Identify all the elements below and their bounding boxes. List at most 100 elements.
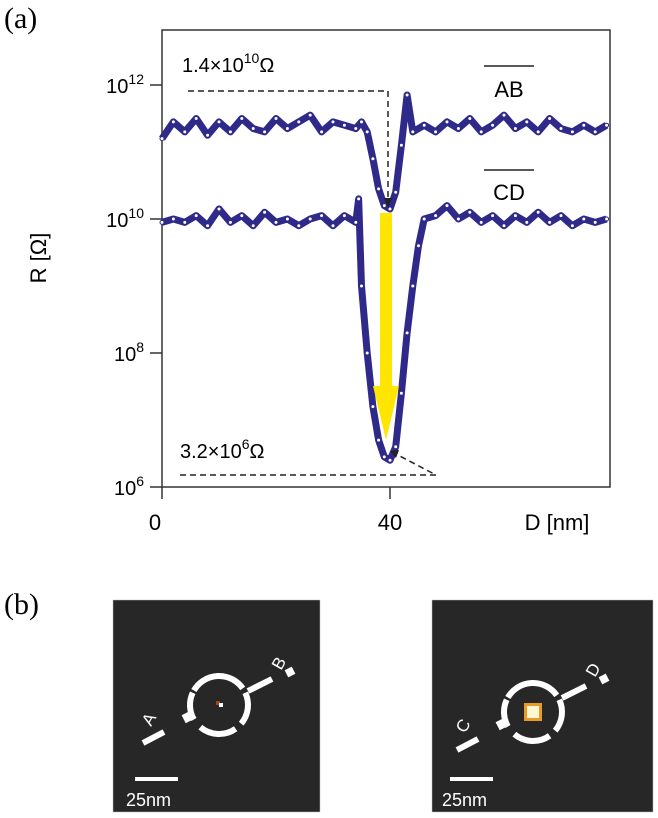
annotation-ab-min: 1.4×1010Ω [182, 50, 274, 77]
data-point [296, 119, 302, 125]
resistance-chart: 1012 1010 108 106 0 40 R [Ω] D [nm] 1.4×1010… [26, 29, 611, 535]
data-point [193, 116, 199, 121]
data-point [356, 196, 362, 202]
data-point [250, 223, 256, 229]
data-point [341, 122, 347, 128]
data-point [330, 119, 336, 125]
data-point [205, 223, 211, 229]
data-point [353, 126, 359, 132]
data-point [467, 116, 473, 121]
electrode-arc [501, 698, 511, 728]
data-point [524, 119, 530, 125]
electrode-bar [246, 676, 274, 694]
data-point [547, 219, 553, 225]
data-point [273, 116, 279, 121]
data-point [381, 203, 387, 209]
data-point [604, 216, 610, 222]
data-point [370, 404, 376, 410]
electrode-arc [187, 691, 197, 721]
data-point [433, 213, 439, 219]
spot [216, 701, 220, 705]
data-point [205, 132, 211, 138]
data-point [404, 330, 410, 336]
data-point [569, 223, 575, 229]
y-tick-label: 106 [114, 473, 144, 500]
data-point [501, 223, 507, 229]
data-point [490, 122, 496, 128]
data-point [467, 209, 473, 215]
plot-frame [161, 29, 611, 488]
data-point [359, 119, 364, 125]
data-point [512, 213, 518, 219]
data-point [535, 129, 541, 135]
electrode-arc [505, 680, 560, 700]
data-point [376, 186, 382, 192]
electrode-arc [552, 698, 565, 733]
x-tick-label: 40 [378, 510, 402, 535]
scale-bar-label: 25nm [442, 790, 487, 810]
data-point [410, 283, 416, 289]
data-point [193, 213, 199, 219]
x-tick-label: 0 [149, 510, 161, 535]
data-point [262, 129, 268, 135]
arrowhead-icon [384, 198, 392, 208]
data-point [364, 129, 370, 135]
x-axis-label: D [nm] [525, 510, 590, 535]
data-point [478, 219, 484, 225]
data-point [296, 223, 302, 229]
annotation-leader-cd [180, 453, 437, 476]
data-point [421, 216, 427, 222]
data-point [319, 129, 325, 135]
data-point [444, 119, 450, 125]
data-point [444, 203, 450, 209]
series-line-ab [159, 91, 609, 213]
data-point [592, 219, 598, 225]
y-axis-label: R [Ω] [26, 233, 51, 284]
data-point [524, 219, 530, 225]
data-point [170, 216, 176, 222]
electrode-arc [198, 724, 238, 737]
data-point [501, 112, 507, 118]
data-point [216, 206, 222, 212]
data-point [284, 216, 290, 222]
data-point [273, 219, 279, 225]
data-point [319, 213, 325, 219]
data-point [604, 122, 610, 128]
data-point [387, 457, 393, 463]
electrode-bar [560, 683, 588, 701]
data-point [393, 189, 399, 195]
data-point [364, 350, 370, 356]
data-point [239, 116, 245, 121]
y-tick-label: 1010 [106, 205, 144, 232]
legend-cd: CD [493, 180, 525, 205]
electrode-bar [455, 736, 480, 753]
data-point [433, 129, 439, 135]
data-point [398, 390, 404, 396]
data-point [558, 213, 564, 219]
data-point [455, 126, 461, 132]
scale-bar [135, 777, 178, 781]
data-point [341, 213, 347, 219]
scale-bar [450, 777, 493, 781]
data-point [421, 122, 427, 128]
data-point [381, 454, 387, 460]
data-point [239, 213, 245, 219]
data-point [558, 126, 564, 132]
data-point [182, 219, 188, 225]
data-point [359, 283, 364, 289]
y-tick-label: 1012 [106, 71, 144, 98]
data-point [159, 136, 165, 142]
data-point [581, 216, 587, 222]
yellow-arrow [373, 213, 399, 440]
data-point [370, 156, 376, 162]
data-point [581, 122, 587, 128]
panel-a-label: (a) [4, 2, 38, 35]
electrode-bar [141, 729, 166, 746]
data-point [216, 119, 222, 125]
data-point [250, 126, 256, 132]
data-point [478, 129, 484, 135]
data-point [455, 216, 461, 222]
data-point [159, 219, 165, 225]
